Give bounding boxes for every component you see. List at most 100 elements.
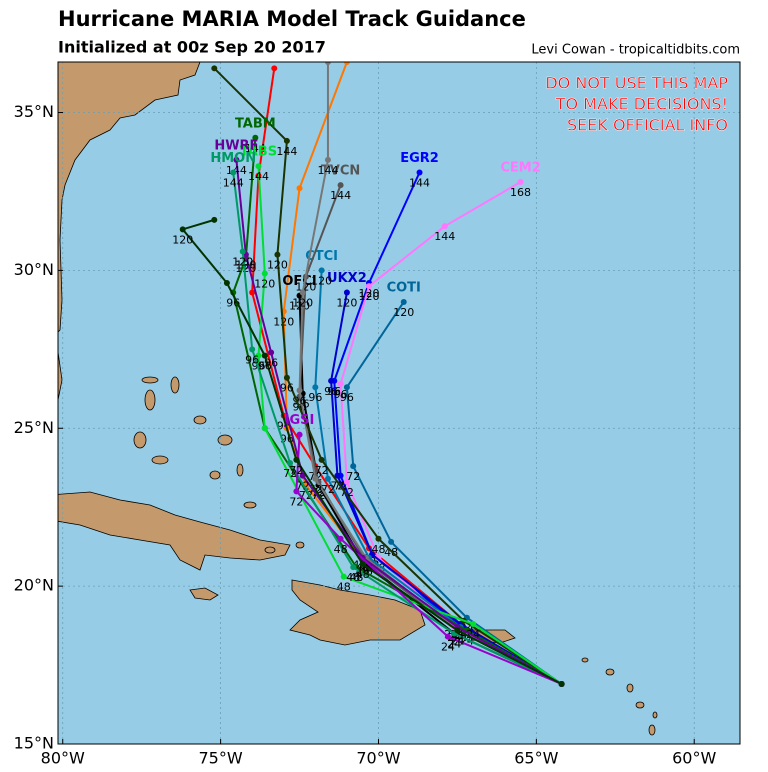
track-line: [298, 62, 563, 685]
hour-label: 120: [359, 287, 380, 300]
hour-label: 144: [434, 230, 455, 243]
ocean: [58, 62, 740, 744]
hour-label: 120: [295, 281, 316, 294]
hour-label: 96: [308, 391, 322, 404]
track-point: [261, 352, 268, 359]
hour-label: 120: [254, 278, 275, 291]
track-line: [180, 218, 563, 685]
track-point: [454, 627, 461, 634]
hour-label: 144: [409, 177, 430, 190]
track-point: [249, 289, 256, 296]
hour-label: 144: [248, 170, 269, 183]
hour-label: 120: [292, 296, 313, 309]
track-point: [239, 248, 246, 255]
model-label: TABM: [235, 116, 276, 131]
track-line: [213, 67, 563, 685]
model-label: UKX2: [327, 271, 367, 286]
track-point: [558, 681, 565, 688]
hour-label: 144: [245, 142, 266, 155]
track-point: [299, 289, 306, 296]
x-tick-label: 60°W: [672, 749, 716, 768]
frame: [57, 61, 741, 745]
track-line: [345, 301, 563, 685]
hour-label: 120: [336, 296, 357, 309]
track-point: [233, 156, 240, 163]
track-point: [324, 475, 331, 482]
hour-label: 24: [450, 634, 464, 647]
track-point: [359, 561, 366, 568]
hour-label: 120: [311, 274, 332, 287]
track-point: [400, 298, 407, 305]
model-label: CTCI: [305, 249, 338, 264]
hour-label: 48: [346, 571, 360, 584]
track-point: [211, 216, 218, 223]
model-label: JGSI: [284, 413, 315, 428]
x-tick-label: 65°W: [514, 749, 558, 768]
hour-label: 48: [337, 581, 351, 594]
track-point: [274, 251, 281, 258]
track-point: [312, 384, 319, 391]
hour-label: 120: [232, 255, 253, 268]
track-point: [261, 270, 268, 277]
track-point: [375, 535, 382, 542]
model-label: TABS: [240, 145, 277, 160]
track-point: [343, 62, 350, 65]
warning-line: SEEK OFFICIAL INFO: [567, 116, 728, 135]
model-label: EGR2: [400, 151, 439, 166]
hour-label: 48: [334, 543, 348, 556]
track-point: [271, 65, 278, 72]
model-label: TVCN: [321, 164, 360, 179]
hour-label: 72: [315, 464, 329, 477]
track-point: [337, 182, 344, 189]
hour-label: 120: [235, 259, 256, 272]
y-tick-label: 35°N: [14, 102, 54, 121]
track-point: [350, 463, 357, 470]
track-point: [299, 472, 306, 479]
track-point: [470, 621, 477, 628]
track-point: [293, 456, 300, 463]
track-point: [366, 283, 373, 290]
hour-label: 72: [283, 467, 297, 480]
hour-label: 48: [356, 568, 370, 581]
subtitle: Initialized at 00z Sep 20 2017: [58, 38, 326, 57]
track-point: [293, 488, 300, 495]
track-point: [318, 267, 325, 274]
track-line: [330, 292, 563, 685]
hour-label: 144: [276, 145, 297, 158]
track-point: [388, 538, 395, 545]
track-point: [441, 223, 448, 230]
x-tick-label: 70°W: [356, 749, 400, 768]
hour-label: 144: [330, 189, 351, 202]
track-point: [296, 387, 303, 394]
title: Hurricane MARIA Model Track Guidance: [58, 7, 526, 31]
hour-label: 24: [441, 641, 455, 654]
track-point: [343, 289, 350, 296]
hour-label: 120: [273, 315, 294, 328]
track-point: [287, 459, 294, 466]
hour-label: 72: [289, 495, 303, 508]
track-point: [416, 169, 423, 176]
y-tick-label: 20°N: [14, 576, 54, 595]
track-point: [249, 346, 256, 353]
track-point: [340, 573, 347, 580]
track-point: [324, 156, 331, 163]
track-point: [223, 280, 230, 287]
x-tick-label: 80°W: [41, 749, 85, 768]
track-point: [255, 163, 262, 170]
warning-line: TO MAKE DECISIONS!: [555, 95, 728, 114]
track-point: [261, 425, 268, 432]
hour-label: 96: [258, 360, 272, 373]
model-label: CEM2: [500, 160, 540, 175]
y-tick-label: 15°N: [14, 734, 54, 753]
track-point: [283, 137, 290, 144]
x-tick-label: 75°W: [199, 749, 243, 768]
hour-label: 96: [340, 391, 354, 404]
track-point: [350, 564, 357, 571]
track-point: [337, 535, 344, 542]
hour-label: 144: [223, 177, 244, 190]
track-point: [334, 472, 341, 479]
tracks: 244872962448729612024487296120144EGR2244…: [172, 62, 565, 688]
track-point: [444, 633, 451, 640]
hour-label: 48: [371, 543, 385, 556]
